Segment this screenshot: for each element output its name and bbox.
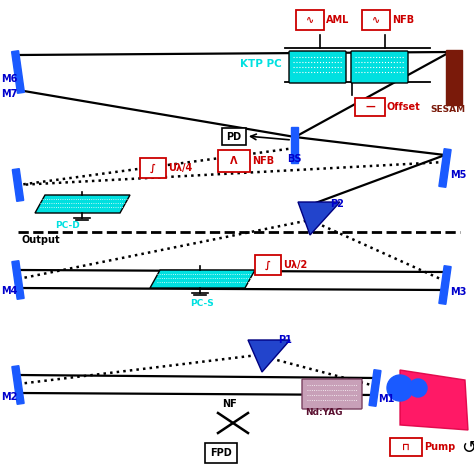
- Text: Pump: Pump: [424, 442, 455, 452]
- Text: —: —: [365, 102, 375, 112]
- Text: Offset: Offset: [387, 102, 421, 112]
- Text: PC-S: PC-S: [190, 299, 214, 308]
- Text: Nd:YAG: Nd:YAG: [305, 408, 343, 417]
- Text: PC-D: PC-D: [55, 221, 80, 230]
- Polygon shape: [248, 340, 290, 372]
- Text: SESAM: SESAM: [430, 105, 465, 114]
- Text: BS: BS: [287, 154, 301, 164]
- Polygon shape: [150, 270, 255, 288]
- FancyBboxPatch shape: [362, 10, 390, 30]
- FancyBboxPatch shape: [218, 150, 250, 172]
- Text: ∿: ∿: [306, 15, 314, 25]
- Text: KTP PC: KTP PC: [240, 59, 282, 69]
- Text: FPD: FPD: [210, 448, 232, 458]
- Polygon shape: [11, 51, 24, 93]
- Text: Λ: Λ: [230, 156, 238, 166]
- Polygon shape: [35, 195, 130, 213]
- Text: P1: P1: [278, 335, 292, 345]
- Bar: [446, 50, 462, 105]
- FancyBboxPatch shape: [351, 51, 408, 83]
- Text: M3: M3: [450, 287, 466, 297]
- Text: Uλ/4: Uλ/4: [168, 163, 192, 173]
- Polygon shape: [12, 261, 24, 299]
- Text: NF: NF: [222, 399, 237, 409]
- FancyBboxPatch shape: [302, 379, 362, 409]
- Text: M6: M6: [1, 74, 18, 84]
- Text: M2: M2: [1, 392, 18, 402]
- Circle shape: [387, 375, 413, 401]
- Text: M1: M1: [378, 394, 394, 404]
- Text: ∿: ∿: [372, 15, 380, 25]
- FancyBboxPatch shape: [355, 98, 385, 116]
- Polygon shape: [12, 366, 24, 404]
- Text: ⊓: ⊓: [402, 442, 410, 452]
- FancyBboxPatch shape: [289, 51, 346, 83]
- Text: Output: Output: [22, 235, 61, 245]
- FancyBboxPatch shape: [296, 10, 324, 30]
- Text: NFB: NFB: [252, 156, 274, 166]
- Polygon shape: [12, 169, 24, 201]
- Text: M5: M5: [450, 170, 466, 180]
- Text: P2: P2: [330, 199, 344, 209]
- Polygon shape: [369, 370, 381, 406]
- Text: ∫: ∫: [265, 260, 271, 270]
- Text: PD: PD: [227, 131, 242, 142]
- FancyBboxPatch shape: [255, 255, 281, 275]
- Text: $\circlearrowleft$: $\circlearrowleft$: [458, 438, 474, 456]
- Polygon shape: [292, 127, 299, 163]
- Polygon shape: [439, 149, 451, 187]
- Text: NFB: NFB: [392, 15, 414, 25]
- Polygon shape: [439, 266, 451, 304]
- Polygon shape: [298, 202, 340, 235]
- FancyBboxPatch shape: [140, 158, 166, 178]
- Text: M7: M7: [1, 89, 18, 99]
- Text: Uλ/2: Uλ/2: [283, 260, 307, 270]
- FancyBboxPatch shape: [222, 128, 246, 145]
- Text: ∫: ∫: [150, 163, 156, 173]
- Circle shape: [409, 379, 427, 397]
- FancyBboxPatch shape: [390, 438, 422, 456]
- Text: AML: AML: [326, 15, 349, 25]
- FancyBboxPatch shape: [205, 443, 237, 463]
- Text: M4: M4: [1, 286, 18, 296]
- Polygon shape: [400, 370, 468, 430]
